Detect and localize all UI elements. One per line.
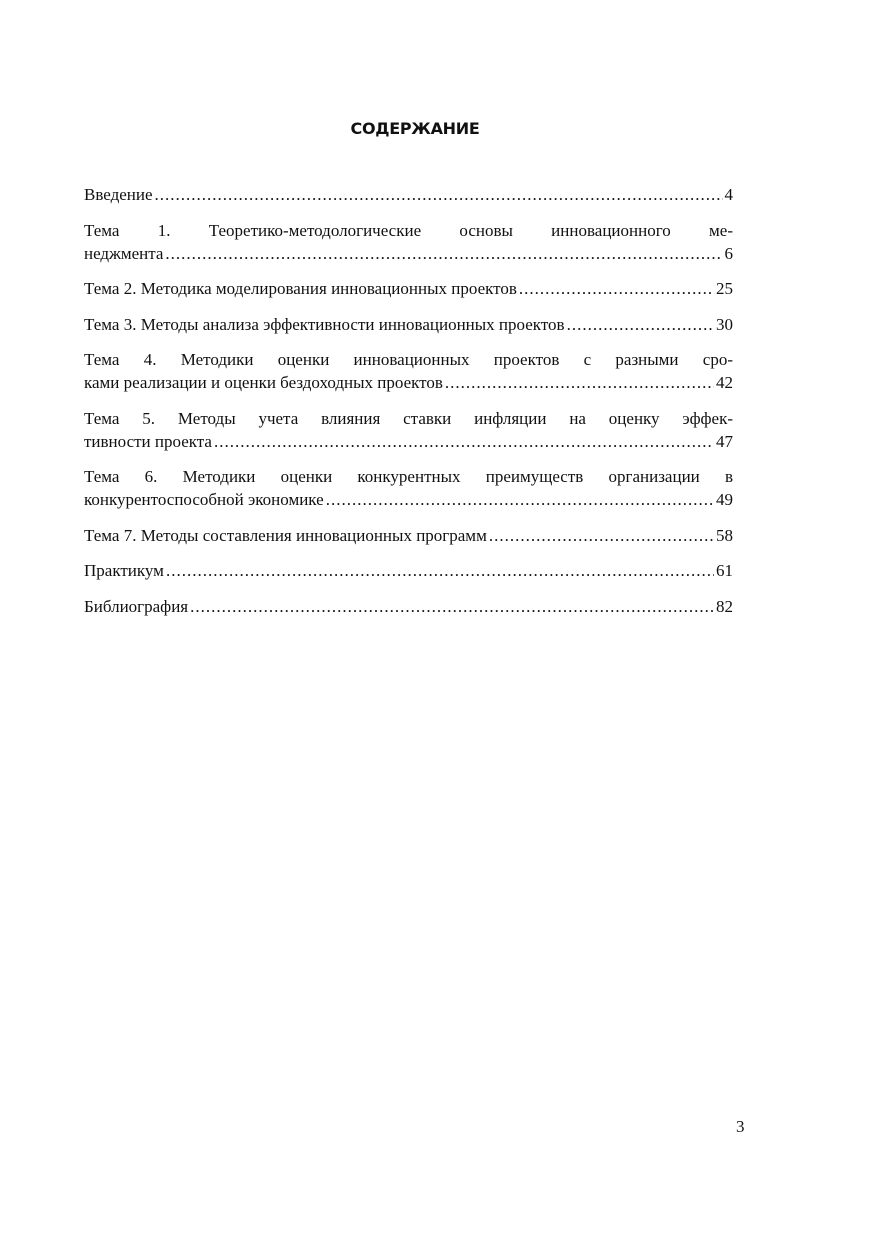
dot-leader [445, 371, 714, 394]
toc-entry-line: неджмента 6 [84, 242, 733, 265]
toc-entry-page: 4 [724, 185, 734, 204]
dot-leader [166, 559, 714, 582]
toc-entry-page: 6 [724, 243, 734, 263]
toc-entry[interactable]: Тема 7. Методы составления инновационных… [84, 524, 733, 547]
toc-entry-title: Введение [84, 185, 153, 204]
dot-leader [190, 595, 714, 618]
toc-entry-title: неджмента [84, 243, 164, 263]
toc-entry-page: 49 [716, 490, 733, 509]
toc-entry-line: Тема 3. Методы анализа эффективности инн… [84, 313, 733, 336]
page-title: СОДЕРЖАНИЕ [350, 119, 480, 138]
dot-leader [155, 183, 723, 206]
toc-entry[interactable]: Тема 3. Методы анализа эффективности инн… [84, 313, 733, 336]
toc-entry[interactable]: Практикум 61 [84, 559, 733, 582]
toc-entry-line: тивности проекта 47 [84, 430, 733, 453]
toc-entry-line: ками реализации и оценки бездоходных про… [84, 371, 733, 394]
toc-entry-line: Тема 2. Методика моделирования инновацио… [84, 277, 733, 300]
toc-entry[interactable]: Тема 1. Теоретико-методологические основ… [84, 219, 733, 265]
toc-entry[interactable]: Тема 6. Методики оценки конкурентных пре… [84, 465, 733, 511]
table-of-contents: Введение 4 Тема 1. Теоретико-методологичес… [84, 183, 733, 630]
toc-entry[interactable]: Тема 5. Методы учета влияния ставки инфл… [84, 407, 733, 453]
toc-entry-page: 47 [716, 431, 733, 451]
toc-entry-line: Тема 5. Методы учета влияния ставки инфл… [84, 408, 733, 428]
toc-entry-page: 42 [716, 373, 733, 392]
dot-leader [489, 524, 714, 547]
toc-entry-title: Практикум [84, 561, 164, 580]
toc-entry-title: Тема 2. Методика моделирования инновацио… [84, 279, 517, 298]
toc-entry-title: Тема 7. Методы составления инновационных… [84, 525, 487, 545]
toc-entry-line: Введение 4 [84, 183, 733, 206]
toc-entry-page: 61 [716, 561, 733, 580]
toc-entry-line: конкурентоспособной экономике 49 [84, 488, 733, 511]
toc-entry-title: ками реализации и оценки бездоходных про… [84, 373, 443, 392]
toc-entry[interactable]: Тема 4. Методики оценки инновационных пр… [84, 348, 733, 394]
dot-leader [214, 430, 714, 453]
toc-entry[interactable]: Введение 4 [84, 183, 733, 206]
toc-entry-line: Тема 6. Методики оценки конкурентных пре… [84, 467, 733, 486]
toc-entry-title: тивности проекта [84, 431, 212, 451]
dot-leader [519, 277, 714, 300]
toc-entry[interactable]: Библиография 82 [84, 595, 733, 618]
toc-entry-page: 58 [716, 525, 733, 545]
dot-leader [567, 313, 714, 336]
toc-entry-page: 25 [716, 279, 733, 298]
toc-entry-line: Тема 1. Теоретико-методологические основ… [84, 220, 733, 240]
toc-entry-title: конкурентоспособной экономике [84, 490, 324, 509]
toc-entry-line: Тема 7. Методы составления инновационных… [84, 524, 733, 547]
page-number: 3 [736, 1117, 745, 1136]
dot-leader [165, 242, 722, 265]
toc-entry-title: Библиография [84, 596, 189, 616]
toc-entry-page: 30 [716, 314, 733, 334]
toc-entry-line: Библиография 82 [84, 595, 733, 618]
toc-entry-line: Тема 4. Методики оценки инновационных пр… [84, 350, 733, 369]
toc-entry-line: Практикум 61 [84, 559, 733, 582]
toc-entry-page: 82 [716, 596, 733, 616]
dot-leader [326, 488, 714, 511]
toc-entry-title: Тема 3. Методы анализа эффективности инн… [84, 314, 565, 334]
toc-entry[interactable]: Тема 2. Методика моделирования инновацио… [84, 277, 733, 300]
